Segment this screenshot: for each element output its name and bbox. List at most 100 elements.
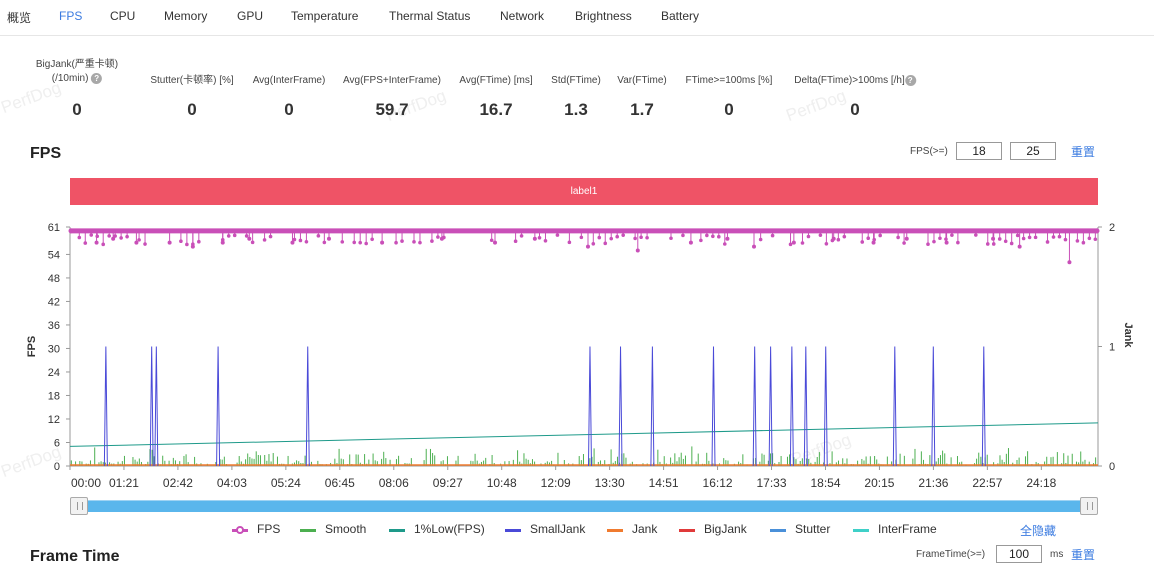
legend-label: 1%Low(FPS) — [414, 522, 485, 536]
tab-fps[interactable]: FPS — [59, 9, 83, 23]
slider-handle-left[interactable] — [70, 497, 88, 515]
stat-label: Avg(FTime) [ms] — [459, 75, 533, 86]
fps-reset-link[interactable]: 重置 — [1071, 145, 1096, 159]
fps-point — [292, 237, 297, 242]
stat-avg-fps-interframe: Avg(FPS+InterFrame) 59.7 — [343, 74, 441, 119]
label-bar[interactable]: label1 — [70, 178, 1098, 205]
fps-point — [83, 241, 88, 245]
tab-brightness[interactable]: Brightness — [575, 9, 632, 23]
fps-point — [591, 242, 596, 246]
stat-value: 0 — [850, 100, 860, 119]
smalljank-spike — [149, 346, 154, 467]
time-range-slider[interactable] — [70, 497, 1098, 515]
fps-point — [489, 238, 494, 243]
fps-threshold-high-input[interactable] — [1010, 142, 1056, 160]
legend-swatch — [770, 529, 786, 532]
legend-item-smalljank[interactable]: SmallJank — [505, 522, 585, 536]
fps-point — [860, 240, 865, 244]
legend-item-fps[interactable]: FPS — [232, 522, 280, 536]
stat-value: 0 — [284, 100, 294, 119]
legend-item-1-low-fps-[interactable]: 1%Low(FPS) — [389, 522, 485, 536]
fps-threshold-low-input[interactable] — [956, 142, 1002, 160]
fps-point — [400, 239, 404, 243]
fps-point — [125, 234, 129, 239]
fps-point — [635, 248, 640, 253]
stat-ftime-100ms: FTime>=100ms [%] 0 — [685, 74, 773, 119]
stat-label-unit: (/10min) ? — [36, 72, 118, 86]
fps-point — [290, 240, 295, 245]
fps-point — [298, 238, 303, 243]
tab-battery[interactable]: Battery — [661, 9, 700, 23]
fps-point — [1045, 240, 1050, 244]
tab-temperature[interactable]: Temperature — [291, 9, 359, 23]
fps-point — [380, 240, 385, 245]
legend-item-stutter[interactable]: Stutter — [770, 522, 830, 536]
fps-point — [926, 242, 930, 247]
x-tick-label: 06:45 — [325, 476, 355, 490]
smalljank-spike — [154, 346, 159, 467]
stat-label: Stutter(卡顿率) [%] — [150, 75, 234, 86]
y-left-tick-label: 42 — [48, 296, 60, 308]
fps-point — [639, 235, 643, 240]
legend-label: FPS — [257, 522, 281, 536]
x-tick-label: 08:06 — [379, 476, 409, 490]
fps-point — [340, 240, 345, 244]
fps-point — [991, 242, 996, 246]
frametime-threshold-input[interactable] — [996, 545, 1042, 563]
y-left-tick-label: 36 — [48, 320, 60, 332]
legend-item-smooth[interactable]: Smooth — [300, 522, 366, 536]
fps-point — [111, 236, 116, 241]
smalljank-spike — [650, 346, 655, 467]
stat-label: FTime>=100ms [%] — [685, 75, 773, 86]
fps-point — [191, 242, 195, 246]
y-left-tick-label: 18 — [48, 390, 60, 402]
fps-point — [585, 244, 590, 249]
legend-swatch — [505, 529, 521, 532]
x-tick-label: 17:33 — [757, 476, 787, 490]
y-right-axis-label: Jank — [1122, 322, 1134, 348]
fps-point — [752, 244, 757, 249]
smalljank-spike — [892, 346, 897, 467]
fps-point — [268, 234, 273, 239]
fps-point — [1067, 260, 1072, 265]
tab-network[interactable]: Network — [500, 9, 545, 23]
legend-item-interframe[interactable]: InterFrame — [853, 522, 937, 536]
help-icon[interactable]: ? — [91, 72, 103, 84]
y-right-tick-label: 1 — [1109, 342, 1115, 354]
fps-point — [872, 237, 877, 242]
fps-point — [1075, 239, 1080, 243]
x-tick-label: 05:24 — [271, 476, 301, 490]
fps-point — [77, 235, 82, 240]
fps-point — [902, 241, 906, 245]
fps-point — [800, 241, 805, 245]
legend-item-bigjank[interactable]: BigJank — [679, 522, 747, 536]
fps-point — [603, 241, 608, 246]
fps-point — [932, 239, 936, 244]
x-tick-label: 02:42 — [163, 476, 193, 490]
tab-gpu[interactable]: GPU — [237, 9, 264, 23]
frametime-reset-link[interactable]: 重置 — [1071, 548, 1096, 562]
slider-handle-right[interactable] — [1080, 497, 1098, 515]
fps-point — [137, 238, 141, 242]
legend-item-jank[interactable]: Jank — [607, 522, 657, 536]
fps-point — [543, 239, 548, 243]
tab-cpu[interactable]: CPU — [110, 9, 136, 23]
fps-section-title: FPS — [30, 145, 62, 162]
help-icon[interactable]: ? — [904, 74, 916, 86]
stat-avg-interframe: Avg(InterFrame) 0 — [253, 74, 326, 119]
x-tick-label: 09:27 — [433, 476, 463, 490]
fps-point — [68, 228, 74, 234]
fps-point — [226, 234, 231, 238]
tab-bar: 概览 FPS CPU Memory GPU Temperature Therma… — [0, 0, 1154, 36]
tab-memory[interactable]: Memory — [164, 9, 208, 23]
tab-thermal-status[interactable]: Thermal Status — [389, 9, 471, 23]
fps-point — [944, 237, 948, 241]
slider-track[interactable] — [78, 500, 1090, 512]
fps-point — [904, 236, 909, 241]
tab-overview[interactable]: 概览 — [7, 11, 32, 25]
hide-all-link[interactable]: 全隐藏 — [1020, 524, 1057, 538]
y-left-tick-label: 12 — [48, 414, 60, 426]
fps-point — [358, 240, 363, 245]
legend-swatch — [389, 529, 405, 532]
